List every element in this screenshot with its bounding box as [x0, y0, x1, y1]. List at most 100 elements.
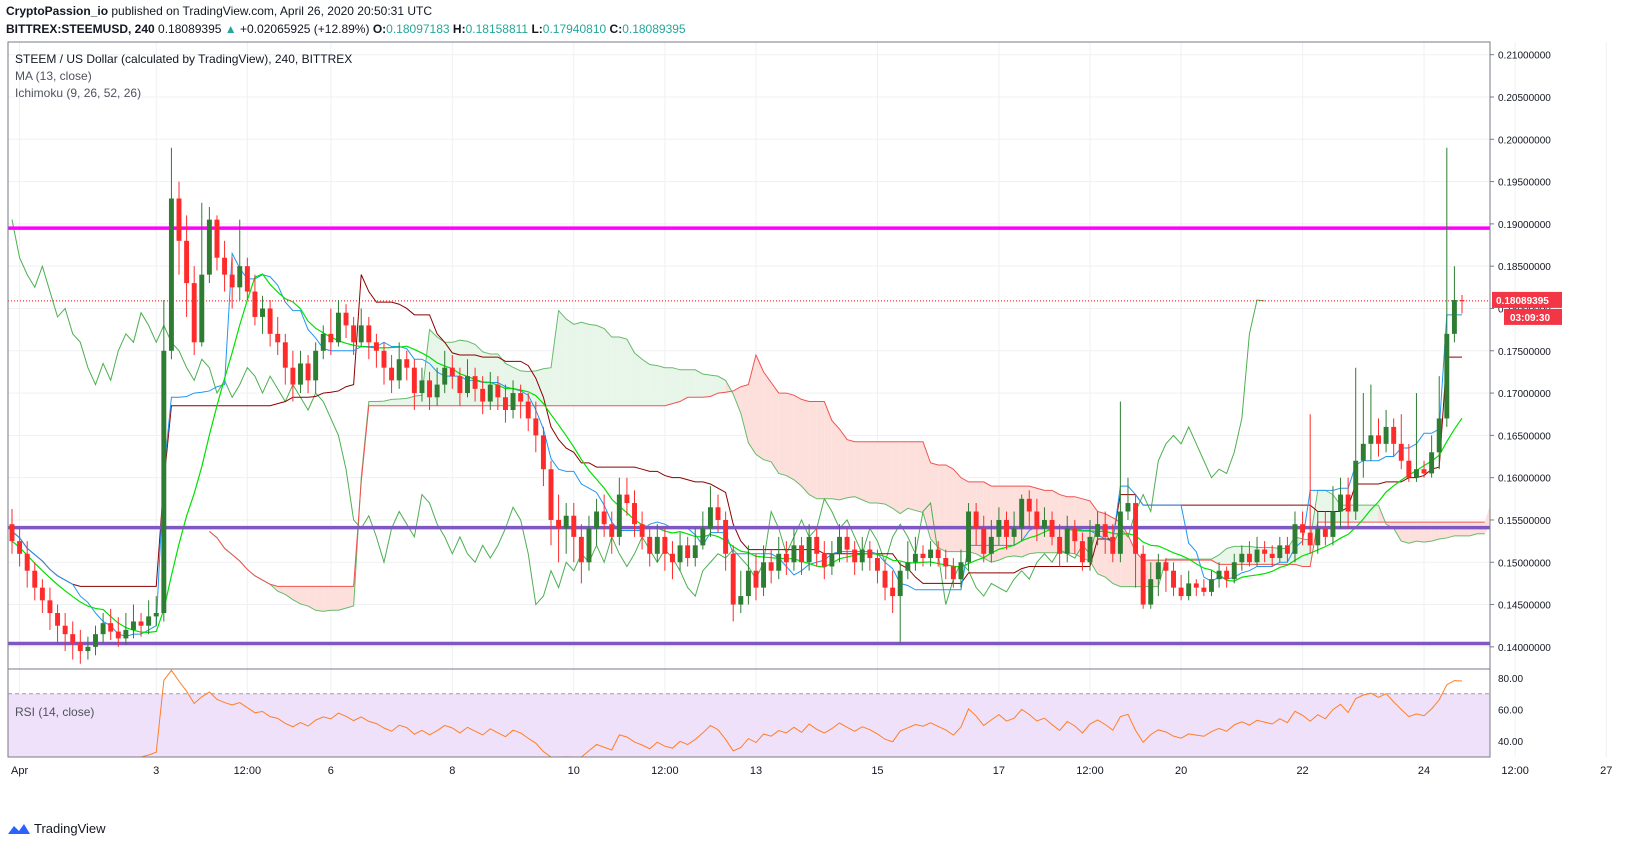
candle — [556, 494, 562, 563]
cloud-segment — [596, 325, 605, 406]
candle-body — [966, 511, 972, 563]
candle — [161, 300, 167, 622]
candle — [662, 528, 668, 571]
candle — [586, 515, 592, 571]
candle-body — [214, 219, 220, 258]
candle-body — [222, 257, 228, 275]
price-tag-box — [1492, 291, 1562, 308]
x-tick-label: 8 — [449, 765, 455, 777]
candle-body — [1209, 579, 1214, 592]
candle-body — [533, 418, 539, 436]
candle-body — [168, 198, 174, 351]
open-label: O: — [372, 22, 387, 36]
candle-body — [1300, 524, 1306, 533]
candle — [1239, 545, 1245, 571]
candle — [1186, 570, 1192, 601]
candle-body — [700, 528, 706, 546]
cloud-segment — [657, 365, 665, 406]
x-tick-label: Apr — [11, 765, 28, 777]
rsi-line — [19, 669, 1463, 758]
cloud-segment — [854, 441, 863, 500]
candle — [1277, 536, 1283, 563]
candle-body — [176, 198, 182, 241]
candle — [670, 541, 675, 580]
candle-body — [252, 291, 258, 317]
last-price: 0.18089395 — [158, 22, 222, 36]
candle — [419, 367, 425, 402]
candle — [533, 401, 539, 453]
chart-title: STEEM / US Dollar (calculated by Trading… — [15, 52, 353, 66]
candle-body — [449, 367, 455, 377]
candle-body — [730, 553, 736, 605]
candle-body — [146, 616, 152, 626]
candle-body — [100, 623, 106, 635]
candle — [206, 206, 212, 284]
cloud-segment — [816, 401, 825, 499]
cloud-segment — [649, 364, 658, 406]
candle-body — [1338, 494, 1344, 512]
tradingview-brand[interactable]: TradingView — [8, 820, 106, 836]
cloud-segment — [922, 441, 931, 539]
y-tick-label: 0.16500000 — [1498, 431, 1551, 442]
candle — [685, 536, 691, 567]
cloud-segment — [869, 441, 878, 504]
candle-body — [502, 397, 508, 410]
candle — [199, 202, 205, 347]
rsi-tick-label: 80.00 — [1498, 674, 1523, 685]
candle — [867, 541, 873, 571]
cloud-segment — [1226, 546, 1235, 565]
candle-body — [77, 642, 83, 652]
candle — [966, 503, 972, 571]
candle — [115, 617, 121, 647]
candle — [108, 608, 114, 641]
candle-body — [548, 469, 554, 520]
candle — [1171, 562, 1176, 597]
candle-body — [540, 435, 546, 470]
cloud-segment — [930, 462, 939, 548]
candle-body — [1322, 528, 1328, 537]
candle — [434, 367, 440, 406]
ohlc-header: BITTREX:STEEMUSD, 240 0.18089395 ▲ +0.02… — [6, 22, 686, 36]
candle-body — [1102, 524, 1108, 537]
candle — [1307, 414, 1313, 554]
candle — [138, 613, 144, 637]
candle-body — [1186, 583, 1192, 597]
candle — [1436, 376, 1442, 470]
candle-body — [1057, 536, 1063, 554]
candle-body — [427, 380, 433, 398]
candle — [874, 549, 880, 584]
candle — [1026, 490, 1032, 529]
cloud-segment — [938, 464, 946, 552]
candle-body — [465, 376, 470, 394]
candle-body — [632, 503, 637, 525]
rsi-panel — [8, 669, 1490, 758]
candle-body — [1444, 333, 1450, 419]
cloud-segment — [1484, 505, 1490, 534]
cloud-segment — [338, 586, 347, 611]
author-name[interactable]: CryptoPassion_io — [6, 4, 109, 18]
candle-body — [890, 587, 896, 597]
rsi-tick-label: 40.00 — [1498, 737, 1523, 748]
rsi-legend[interactable]: RSI (14, close) — [15, 705, 95, 719]
candle-body — [1330, 511, 1336, 537]
cloud-segment — [323, 586, 331, 612]
candle — [1421, 460, 1427, 478]
ichimoku-legend[interactable]: Ichimoku (9, 26, 52, 26) — [15, 86, 142, 100]
rsi-band — [8, 693, 1490, 757]
candle — [730, 545, 736, 622]
y-tick-label: 0.17000000 — [1498, 389, 1551, 400]
cloud-segment — [467, 341, 476, 406]
candle — [745, 545, 751, 605]
candle — [62, 613, 68, 652]
candle-body — [1262, 549, 1268, 554]
cloud-segment — [801, 399, 810, 495]
candle — [647, 528, 653, 567]
candle — [1383, 409, 1389, 453]
cloud-segment — [695, 369, 703, 398]
price-chart[interactable]: 0.21000000 0.20500000 0.20000000 0.19500000… — [0, 0, 1627, 815]
cloud-segment — [1431, 522, 1440, 542]
cloud-segment — [626, 339, 635, 406]
ma-legend[interactable]: MA (13, close) — [15, 69, 92, 83]
candle-body — [1026, 498, 1032, 512]
candle — [525, 393, 531, 432]
